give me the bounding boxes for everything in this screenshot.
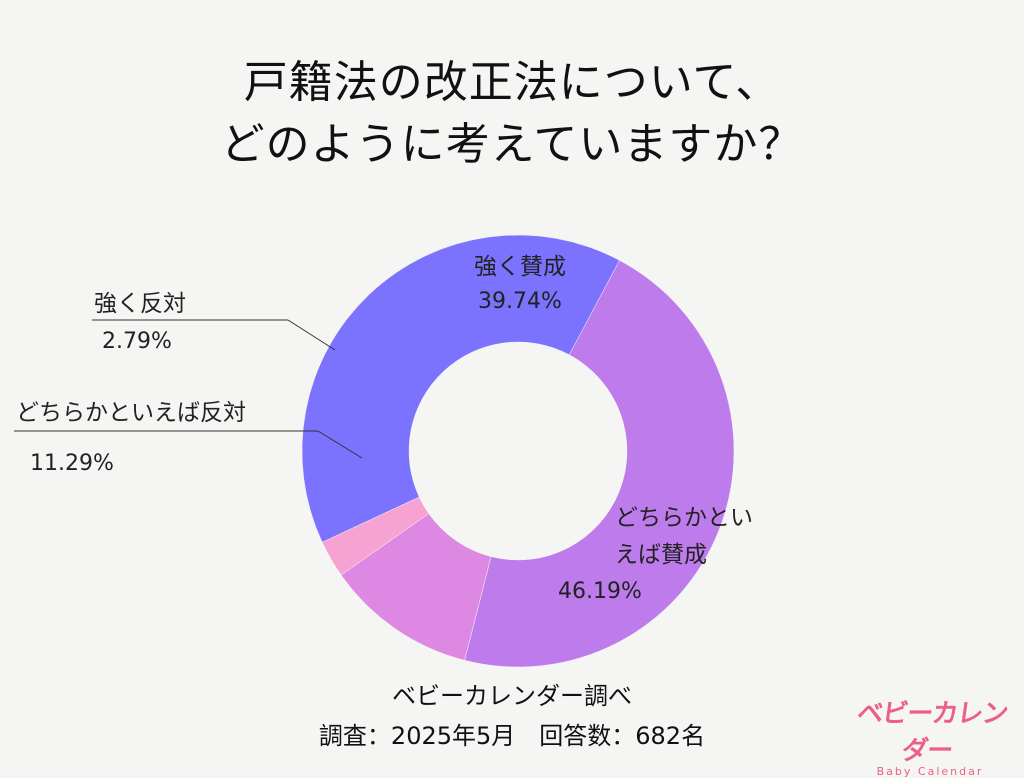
slice-label-somewhat-agree-line-2: えば賛成 <box>615 542 707 568</box>
slice-somewhat-agree <box>464 260 735 668</box>
slice-label-strongly-disagree: 強く反対 <box>94 291 186 317</box>
slice-value-somewhat-agree: 46.19% <box>558 579 642 604</box>
chart-title: 戸籍法の改正法について、 どのように考えていますか？ <box>0 52 1024 176</box>
slice-strongly-agree <box>301 234 620 543</box>
slice-value-strongly-disagree: 2.79% <box>102 329 172 354</box>
slice-value-somewhat-disagree: 11.29% <box>30 451 114 476</box>
title-line-1: 戸籍法の改正法について、 <box>243 57 781 108</box>
slice-value-strongly-agree: 39.74% <box>478 289 562 314</box>
brand-logo: ベビーカレンダー Baby Calendar <box>855 693 1009 778</box>
leader-line-strongly-disagree-d <box>287 319 336 351</box>
title-line-2: どのように考えていますか？ <box>220 119 804 170</box>
slice-label-strongly-agree: 強く賛成 <box>474 254 566 280</box>
slice-strongly-disagree <box>321 496 430 576</box>
leader-line-somewhat-disagree-d <box>317 430 363 459</box>
survey-info: 調査：2025年5月 回答数：682名 <box>318 722 706 750</box>
logo-wordmark: ベビーカレンダー <box>855 699 1010 766</box>
slice-label-somewhat-agree-line-1: どちらかとい <box>615 505 753 531</box>
slice-label-somewhat-disagree: どちらかといえば反対 <box>16 400 246 426</box>
source-credit: ベビーカレンダー調べ <box>392 682 632 710</box>
